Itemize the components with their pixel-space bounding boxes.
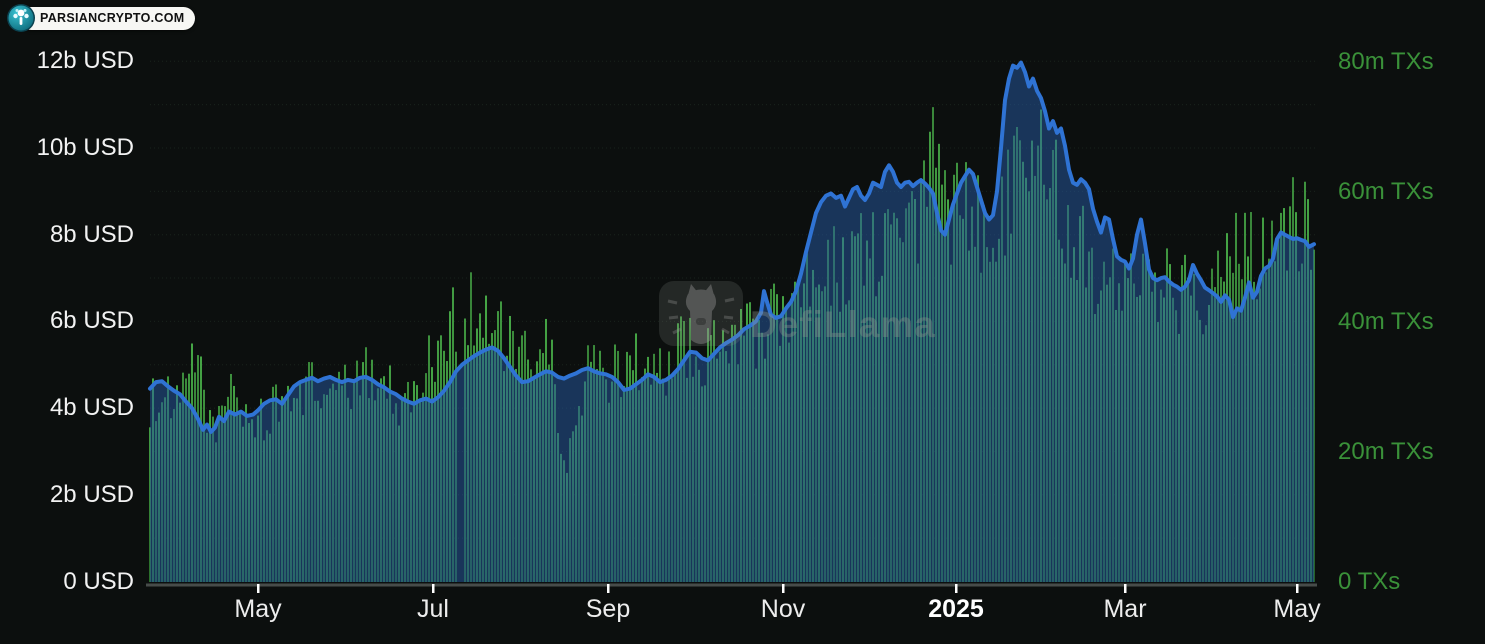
x-axis-label: Nov	[760, 595, 806, 623]
x-axis-label: Mar	[1103, 595, 1147, 623]
x-axis-label: May	[234, 595, 282, 623]
month-tick	[1124, 584, 1127, 593]
y-right-label: 40m TXs	[1338, 308, 1434, 335]
x-axis-label: Sep	[585, 595, 631, 623]
month-tick	[257, 584, 260, 593]
y-right-label: 60m TXs	[1338, 178, 1434, 205]
usd-line	[148, 60, 1316, 434]
defillama-watermark: DefiLlama	[659, 281, 936, 346]
defillama-llama-icon	[685, 284, 717, 344]
parsiancrypto-badge-pill: PARSIANCRYPTO.COM	[20, 6, 196, 30]
x-axis-label: Jul	[417, 595, 449, 623]
y-left-label: 0 USD	[63, 567, 134, 595]
parsiancrypto-badge-text: PARSIANCRYPTO.COM	[40, 11, 185, 25]
x-axis-label: 2025	[928, 595, 984, 623]
parsiancrypto-logo-icon	[7, 4, 35, 32]
y-left-label: 12b USD	[36, 47, 134, 75]
y-right-label: 20m TXs	[1338, 438, 1434, 465]
y-right-label: 80m TXs	[1338, 48, 1434, 75]
y-right-label: 0 TXs	[1338, 568, 1401, 595]
axis-baseline	[146, 583, 1317, 587]
parsiancrypto-badge[interactable]: PARSIANCRYPTO.COM	[6, 3, 196, 33]
month-tick	[782, 584, 785, 593]
month-tick	[1296, 584, 1299, 593]
y-left-label: 10b USD	[36, 134, 134, 161]
defillama-watermark-text: DefiLlama	[750, 304, 936, 345]
usd-area-fill	[150, 62, 1314, 583]
y-left-label: 8b USD	[49, 220, 134, 248]
y-left-label: 4b USD	[49, 394, 134, 422]
y-left-label: 2b USD	[49, 480, 134, 508]
x-axis-label: May	[1273, 595, 1321, 623]
month-tick	[432, 584, 435, 593]
y-left-label: 6b USD	[49, 307, 134, 335]
month-tick	[955, 584, 958, 593]
month-tick	[607, 584, 610, 593]
